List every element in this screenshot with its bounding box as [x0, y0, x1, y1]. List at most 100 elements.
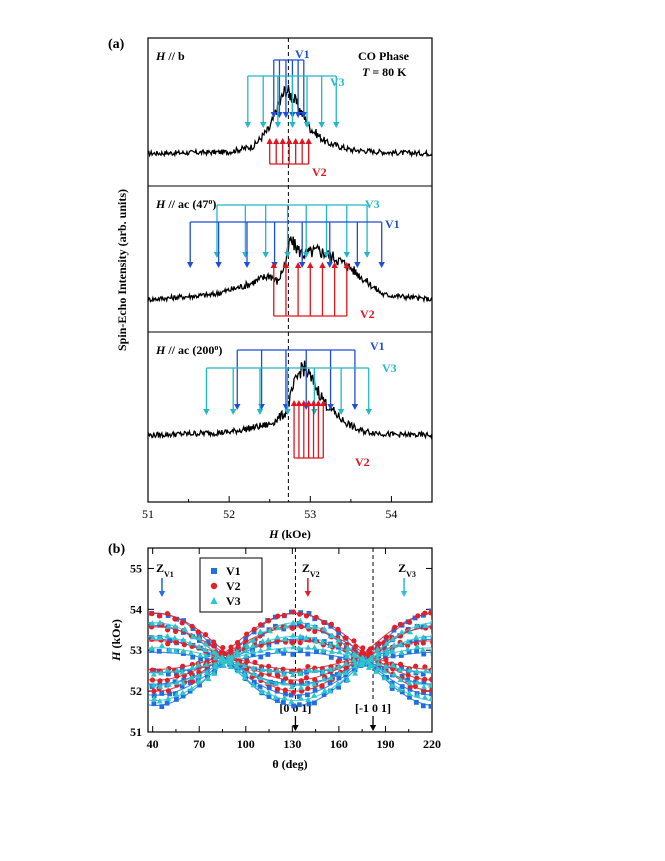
- data-point-v1: [399, 665, 404, 670]
- data-point-v3: [406, 666, 413, 673]
- data-point-v2: [342, 635, 348, 641]
- x-tick-label: 40: [147, 737, 159, 751]
- data-point-v1: [283, 691, 288, 697]
- data-point-v1: [290, 651, 296, 657]
- stick-arrowhead: [284, 409, 291, 415]
- data-point-v3: [406, 690, 413, 696]
- data-point-v3: [220, 662, 227, 668]
- data-point-v3: [165, 695, 172, 702]
- data-point-v3: [180, 679, 187, 686]
- data-point-v1: [413, 700, 419, 705]
- principal-axis-label-v1: ZV1: [156, 561, 174, 579]
- data-point-v1: [312, 687, 318, 693]
- data-point-v3: [311, 692, 318, 698]
- data-point-v2: [220, 644, 226, 651]
- data-point-v1: [299, 681, 304, 686]
- data-point-v3: [195, 661, 202, 667]
- data-point-v3: [422, 622, 429, 628]
- data-point-v2: [413, 663, 419, 669]
- data-point-v2: [412, 683, 418, 690]
- data-point-v2: [281, 612, 287, 619]
- stick-arrowhead: [303, 122, 311, 128]
- data-point-v3: [414, 643, 421, 649]
- data-point-v3: [243, 652, 250, 659]
- data-point-v1: [156, 648, 162, 654]
- data-point-v3: [343, 669, 350, 675]
- data-point-v3: [202, 646, 209, 652]
- y-tick-label: 54: [130, 602, 142, 616]
- stick-arrowhead: [303, 252, 310, 258]
- data-point-v3: [429, 632, 432, 638]
- data-point-v1: [159, 691, 165, 696]
- y-axis-label: Spin-Echo Intensity (arb. units): [115, 189, 129, 351]
- data-point-v3: [290, 619, 297, 626]
- data-point-v2: [422, 664, 428, 670]
- data-point-v3: [419, 646, 426, 653]
- data-point-v3: [303, 680, 310, 687]
- data-point-v1: [389, 686, 395, 691]
- data-point-v3: [150, 634, 157, 641]
- subpanel-label: H // ac (47o): [155, 197, 216, 212]
- data-point-v1: [180, 693, 186, 699]
- data-point-v2: [202, 632, 209, 638]
- data-point-v3: [388, 682, 395, 688]
- stick-arrowhead: [305, 138, 312, 144]
- data-point-v3: [344, 676, 351, 683]
- stick-arrowhead: [294, 262, 302, 268]
- data-point-v2: [188, 671, 194, 677]
- stick-arrowhead: [298, 262, 306, 268]
- data-point-v3: [422, 667, 429, 674]
- principal-axis-arrowhead: [304, 591, 312, 597]
- data-point-v3: [374, 665, 381, 672]
- data-point-v3: [241, 670, 248, 677]
- data-point-v1: [165, 671, 171, 677]
- data-point-v3: [243, 647, 250, 654]
- data-point-v3: [188, 685, 195, 691]
- stick-arrowhead: [215, 262, 222, 268]
- data-point-v1: [399, 684, 405, 689]
- data-point-v2: [298, 688, 305, 694]
- data-point-v1: [430, 636, 432, 642]
- data-point-v1: [431, 680, 432, 686]
- stick-arrowhead: [266, 138, 273, 144]
- stick-arrowhead: [292, 138, 299, 144]
- data-point-v1: [336, 684, 342, 690]
- stick-arrowhead: [294, 112, 302, 118]
- stick-arrowhead: [186, 262, 194, 268]
- data-point-v3: [319, 647, 326, 653]
- data-point-v1: [204, 673, 210, 679]
- stick-label-v2: V2: [360, 307, 375, 321]
- data-point-v2: [298, 678, 304, 684]
- data-point-v2: [289, 625, 296, 631]
- data-point-v3: [343, 660, 350, 666]
- nmr-spectrum-line: [147, 360, 433, 440]
- data-point-v3: [267, 627, 274, 634]
- data-point-v3: [305, 623, 312, 629]
- data-point-v3: [319, 668, 326, 675]
- data-point-v3: [250, 681, 257, 688]
- data-point-v3: [336, 648, 343, 655]
- data-point-v3: [196, 643, 203, 650]
- data-point-v2: [244, 658, 250, 664]
- data-point-v3: [180, 648, 187, 654]
- data-point-v2: [228, 648, 234, 654]
- data-point-v3: [249, 642, 256, 648]
- data-point-v2: [149, 677, 156, 683]
- data-point-v3: [306, 666, 313, 673]
- data-point-v3: [241, 674, 248, 681]
- data-point-v3: [404, 638, 411, 645]
- data-point-v1: [296, 694, 302, 700]
- data-point-v1: [159, 704, 165, 710]
- data-point-v3: [334, 642, 341, 648]
- data-point-v3: [397, 641, 404, 647]
- data-point-v1: [281, 650, 286, 656]
- legend-marker: [211, 568, 217, 574]
- x-tick-label: 100: [237, 737, 255, 751]
- data-point-v2: [406, 619, 413, 625]
- data-point-v1: [413, 679, 418, 685]
- data-point-v1: [167, 691, 173, 697]
- data-point-v1: [266, 685, 272, 691]
- data-point-v3: [288, 698, 295, 704]
- data-point-v3: [375, 651, 382, 657]
- legend-label: V2: [226, 579, 241, 593]
